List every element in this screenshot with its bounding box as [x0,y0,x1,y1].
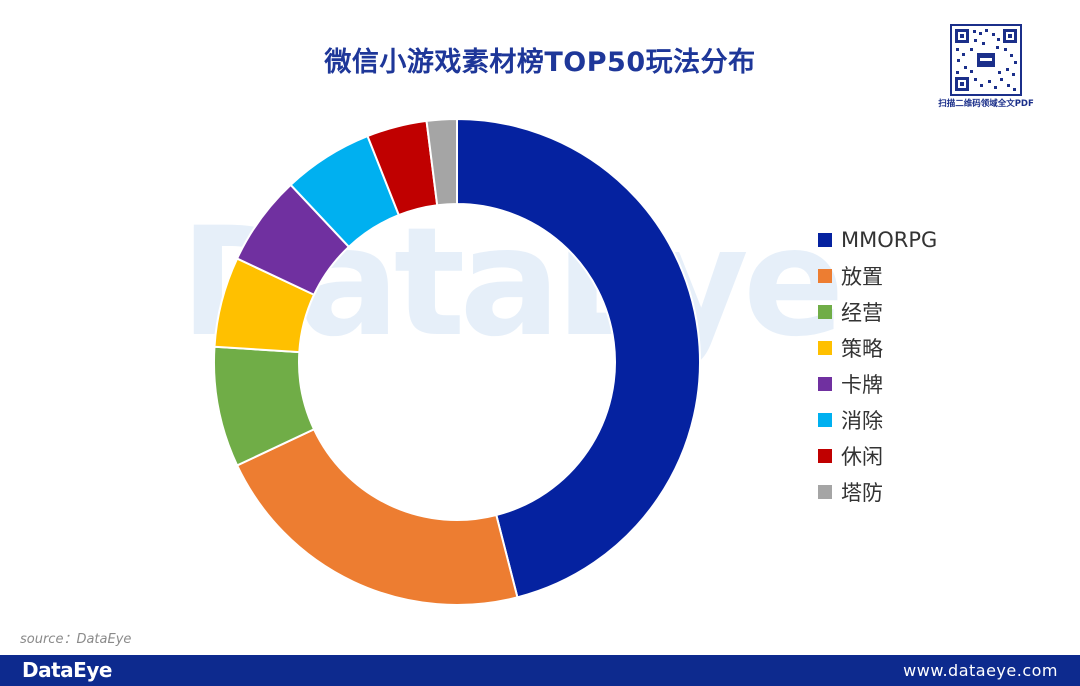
legend-swatch [818,413,832,427]
legend-item: 经营 [818,294,937,330]
slice-塔防 [425,117,458,207]
legend-swatch [818,377,832,391]
legend-swatch [818,305,832,319]
legend-label: 消除 [841,409,883,433]
legend-label: MMORPG [841,228,938,252]
legend-item: 策略 [818,330,937,366]
qr-caption: 扫描二维码领域全文PDF [938,99,1034,109]
legend-item: 卡牌 [818,366,937,402]
qr-code[interactable] [950,24,1022,96]
legend-swatch [818,449,832,463]
legend-label: 经营 [841,301,883,325]
legend-swatch [818,485,832,499]
legend-swatch [818,341,832,355]
chart-legend: MMORPG 放置经营策略卡牌消除休闲塔防 [818,222,937,510]
legend-label: 休闲 [841,445,883,469]
legend-swatch [818,233,832,247]
legend-item: 消除 [818,402,937,438]
legend-item: 休闲 [818,438,937,474]
footer-bar: DataEye www.dataeye.com [0,655,1080,686]
legend-label: 策略 [841,337,883,361]
footer-url[interactable]: www.dataeye.com [903,661,1058,680]
footer-logo: DataEye [22,658,112,682]
legend-item: 塔防 [818,474,937,510]
slice-放置 [235,427,519,606]
chart-title: 微信小游戏素材榜TOP50玩法分布 [324,47,756,78]
slice-MMORPG [456,117,701,599]
legend-item: MMORPG [818,222,937,258]
legend-item: 放置 [818,258,937,294]
legend-swatch [818,269,832,283]
legend-label: 卡牌 [841,373,883,397]
legend-label: 放置 [841,265,883,289]
legend-label: 塔防 [841,481,883,505]
source-note: source：DataEye [20,632,132,647]
